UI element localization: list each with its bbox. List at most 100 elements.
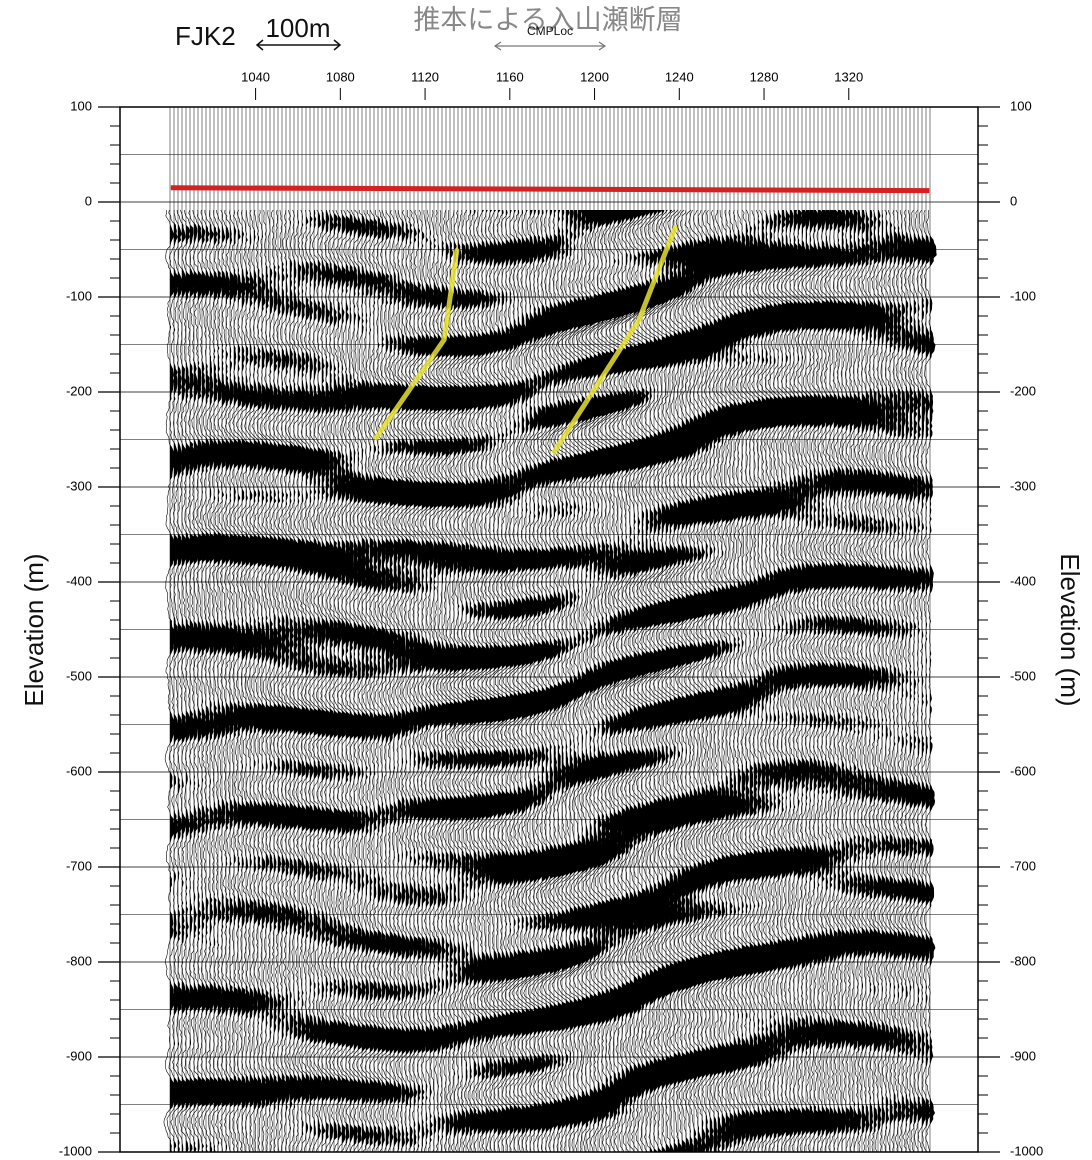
trace-wiggle (280, 209, 300, 1153)
trace-fill (402, 210, 413, 1152)
trace-fill (554, 210, 566, 1152)
trace-wiggle (345, 209, 364, 1153)
trace-fill (266, 210, 276, 1152)
trace-fill (270, 210, 280, 1152)
trace-fill (234, 210, 244, 1152)
trace-wiggle (698, 209, 723, 1153)
trace-fill (614, 210, 628, 1152)
trace-fill (354, 210, 363, 1152)
trace-fill (462, 210, 473, 1152)
trace-fill (454, 210, 466, 1152)
trace-fill (262, 210, 272, 1152)
x-tick-label: 1280 (750, 69, 779, 84)
trace-fill (222, 210, 232, 1152)
trace-wiggle (527, 209, 554, 1153)
trace-fill (674, 210, 686, 1152)
trace-wiggle (428, 209, 450, 1153)
trace-wiggle (706, 209, 732, 1153)
trace-fill (798, 210, 810, 1152)
trace-wiggle (182, 209, 199, 1153)
trace-fill (218, 210, 228, 1152)
trace-wiggle (681, 209, 707, 1153)
trace-wiggle (375, 209, 396, 1153)
trace-fill (810, 210, 821, 1152)
trace-wiggle (765, 209, 791, 1153)
trace-wiggle (690, 209, 716, 1153)
trace-fill (678, 210, 690, 1152)
trace-wiggle (737, 209, 763, 1153)
trace-fill (322, 210, 333, 1152)
trace-wiggle (320, 209, 340, 1153)
trace-wiggle (664, 209, 690, 1153)
trace-fill (814, 210, 825, 1152)
trace-wiggle (336, 209, 356, 1153)
scale-label: 100m (265, 13, 330, 43)
y-tick-label: 0 (85, 193, 92, 208)
section-label: FJK2 (175, 21, 236, 51)
trace-fill (294, 210, 303, 1152)
trace-wiggle (244, 209, 265, 1153)
trace-wiggle (669, 209, 695, 1153)
y-tick-label: -600 (66, 763, 92, 778)
y-tick-label-right: -900 (1010, 1048, 1036, 1063)
x-tick-label: 1040 (241, 69, 270, 84)
trace-wiggle (331, 209, 352, 1153)
trace-wiggle (324, 209, 345, 1153)
trace-wiggle (898, 209, 913, 1153)
trace-fill (642, 210, 655, 1152)
trace-wiggle (240, 209, 261, 1153)
trace-fill (586, 210, 599, 1152)
trace-wiggle (840, 209, 859, 1153)
trace-wiggle (866, 209, 882, 1153)
y-tick-label-right: -400 (1010, 573, 1036, 588)
y-tick-label: -700 (66, 858, 92, 873)
trace-wiggle (519, 209, 545, 1153)
y-tick-label-right: -600 (1010, 763, 1036, 778)
trace-wiggle (453, 209, 477, 1153)
trace-fill (426, 210, 438, 1152)
y-tick-label: -400 (66, 573, 92, 588)
trace-fill (414, 210, 426, 1152)
y-axis-label-right: Elevation (m) (1055, 553, 1085, 706)
y-axis-label: Elevation (m) (19, 553, 49, 706)
trace-wiggle (352, 209, 371, 1153)
trace-wiggle (515, 209, 542, 1153)
trace-wiggle (508, 209, 535, 1153)
y-tick-label: -900 (66, 1048, 92, 1063)
trace-wiggle (481, 209, 507, 1153)
trace-wiggle (878, 209, 893, 1153)
trace-fill (602, 210, 615, 1152)
trace-fill (918, 210, 925, 1152)
trace-fill (422, 210, 434, 1152)
x-tick-label: 1320 (834, 69, 863, 84)
trace-fill (826, 210, 836, 1152)
trace-fill (230, 210, 241, 1152)
trace-fill (622, 210, 636, 1152)
trace-wiggle (551, 209, 578, 1153)
trace-fill (430, 210, 441, 1152)
trace-wiggle (356, 209, 375, 1153)
trace-fill (286, 210, 296, 1152)
trace-wiggle (741, 209, 767, 1153)
x-tick-label: 1080 (326, 69, 355, 84)
trace-wiggle (504, 209, 530, 1153)
trace-fill (886, 210, 893, 1152)
trace-wiggle (407, 209, 430, 1153)
x-tick-label: 1120 (411, 69, 439, 84)
trace-fill (630, 210, 642, 1152)
trace-wiggle (179, 209, 195, 1153)
trace-wiggle (458, 209, 482, 1153)
trace-fill (206, 210, 216, 1152)
trace-fill (902, 210, 909, 1152)
trace-wiggle (469, 209, 494, 1153)
trace-wiggle (906, 209, 921, 1153)
trace-wiggle (511, 209, 538, 1153)
trace-fill (434, 210, 445, 1152)
trace-fill (894, 210, 901, 1152)
trace-fill (330, 210, 340, 1152)
y-tick-label-right: -500 (1010, 668, 1036, 683)
trace-fill (446, 210, 458, 1152)
fault-line (551, 225, 678, 455)
trace-wiggle (379, 209, 401, 1153)
